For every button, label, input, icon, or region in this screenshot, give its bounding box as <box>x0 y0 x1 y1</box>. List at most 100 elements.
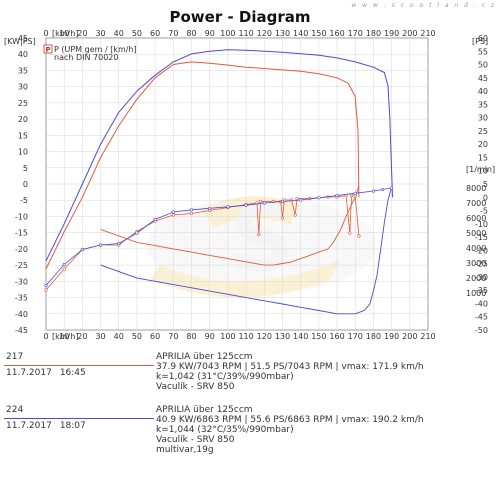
run-stats: 37.9 KW/7043 RPM | 51.5 PS/7043 RPM | vm… <box>156 362 424 372</box>
run-timestamp: 11.7.2017 18:07 <box>6 421 86 431</box>
rpm-point-224 <box>317 196 321 200</box>
right-ps-tick-label: 45 <box>478 74 488 83</box>
decel-line-217 <box>100 185 360 266</box>
left-tick-label: -35 <box>15 294 28 303</box>
run-id: 217 <box>6 352 24 362</box>
run-date: 11.7.2017 <box>6 421 52 431</box>
x-tick-label-bottom: 110 <box>238 332 253 340</box>
rpm-point-217 <box>280 216 285 220</box>
decel-line-224 <box>100 187 393 315</box>
rpm-point-224 <box>299 198 303 202</box>
right-rpm-tick-label: 5000 <box>466 229 486 238</box>
series-224 <box>44 49 394 315</box>
x-tick-label-top: 90 <box>205 29 215 38</box>
rpm-point-224 <box>280 199 285 204</box>
plot-legend-line1: P (UPM gem / [km/h] <box>54 45 137 54</box>
right-ps-tick-label: -35 <box>475 286 488 295</box>
x-tick-label-bottom: 170 <box>348 332 363 340</box>
x-tick-label-bottom: 200 <box>402 332 417 340</box>
page-title: Power - Diagram <box>169 8 311 26</box>
rpm-point-224 <box>371 189 376 193</box>
right-ps-tick-label: -15 <box>475 233 488 242</box>
site-watermark: w w w . s c o o t l a n d . c z <box>351 2 496 9</box>
x-tick-label-top: 50 <box>132 29 142 38</box>
rpm-point-217 <box>171 213 175 217</box>
run-date: 11.7.2017 <box>6 368 52 378</box>
rpm-point-224 <box>153 217 157 222</box>
right-ps-tick-label: 30 <box>478 114 488 123</box>
rpm-point-217 <box>350 193 354 198</box>
run-time: 18:07 <box>59 421 86 431</box>
right-ps-unit-label: [PS] <box>472 37 488 46</box>
right-ps-tick-label: 50 <box>478 61 488 70</box>
axes: 0010102020303040405050606070708080909010… <box>4 29 495 340</box>
x-tick-label-bottom: 50 <box>132 332 142 340</box>
right-rpm-unit-label: [1/min] <box>466 165 495 174</box>
x-tick-label-bottom: 0 <box>43 332 48 340</box>
right-ps-tick-label: 40 <box>478 87 488 96</box>
x-tick-label-top: 70 <box>168 29 178 38</box>
run-vehicle: APRILIA über 125ccm <box>156 405 253 415</box>
right-ps-tick-label: 20 <box>478 140 488 149</box>
left-tick-label: 15 <box>18 131 28 140</box>
power-diagram-chart: S 00101020203030404050506060707080809090… <box>4 29 495 340</box>
left-tick-label: 5 <box>23 164 28 173</box>
left-tick-label: 10 <box>18 148 28 157</box>
grid <box>45 37 429 331</box>
rpm-point-217 <box>348 231 352 235</box>
left-tick-label: -5 <box>20 196 28 205</box>
left-unit-label: [KW|PS] <box>4 37 36 46</box>
power-line-224 <box>45 49 393 262</box>
run-operator: Vaculík - SRV 850 <box>156 435 235 445</box>
rpm-point-224 <box>171 210 175 214</box>
x-tick-label-top: 10 <box>59 29 69 38</box>
left-tick-label: 45 <box>18 34 28 43</box>
x-tick-label-top: 130 <box>275 29 290 38</box>
x-tick-label-bottom: 100 <box>220 332 235 340</box>
right-ps-tick-label: -30 <box>475 273 488 282</box>
x-tick-label-bottom: 90 <box>205 332 215 340</box>
x-tick-label-bottom: 20 <box>77 332 87 340</box>
right-ps-tick-label: 0 <box>483 193 488 202</box>
x-tick-label-bottom: 80 <box>186 332 196 340</box>
right-rpm-tick-label: 6000 <box>466 214 486 223</box>
x-tick-label-top: 100 <box>220 29 235 38</box>
run-conditions: k=1,044 (32°C/35%/990mbar) <box>156 425 294 435</box>
left-tick-label: 20 <box>18 115 28 124</box>
rpm-point-224 <box>80 247 84 252</box>
rpm-point-217 <box>44 288 48 292</box>
right-rpm-tick-label: 2000 <box>466 274 486 283</box>
rpm-point-224 <box>226 205 230 209</box>
rpm-point-224 <box>380 187 385 192</box>
x-tick-label-bottom: 180 <box>366 332 381 340</box>
svg-text:S: S <box>230 187 295 292</box>
run-stats: 40.9 KW/6863 RPM | 55.6 PS/6863 RPM | vm… <box>156 415 424 425</box>
x-tick-label-bottom: 70 <box>168 332 178 340</box>
x-tick-label-top: 190 <box>384 29 399 38</box>
run-color-line <box>4 365 154 366</box>
x-tick-label-bottom: 120 <box>257 332 272 340</box>
rpm-point-224 <box>62 262 66 267</box>
left-tick-label: -25 <box>15 261 28 270</box>
x-tick-label-bottom: 130 <box>275 332 290 340</box>
rpm-point-224 <box>44 283 48 288</box>
rpm-point-217 <box>189 211 194 216</box>
x-tick-label-top: 30 <box>95 29 105 38</box>
x-tick-label-bottom: 60 <box>150 332 160 340</box>
x-tick-label-top: 110 <box>238 29 253 38</box>
plot-legend-line2: nach DIN 70020 <box>54 53 118 62</box>
run-operator: Vaculík - SRV 850 <box>156 382 235 392</box>
x-tick-label-bottom: 160 <box>329 332 344 340</box>
x-unit-label-top: [km/h] <box>52 29 78 38</box>
series <box>44 49 394 315</box>
x-tick-label-top: 120 <box>257 29 272 38</box>
x-tick-label-top: 150 <box>311 29 326 38</box>
right-ps-tick-label: 15 <box>478 153 488 162</box>
right-ps-tick-label: -20 <box>475 246 488 255</box>
run-vehicle: APRILIA über 125ccm <box>156 352 253 362</box>
left-tick-label: -40 <box>15 310 28 319</box>
run-id: 224 <box>6 405 24 415</box>
right-rpm-tick-label: 4000 <box>466 244 486 253</box>
rpm-point-224 <box>208 206 212 210</box>
plot-legend-symbol: P <box>46 46 51 54</box>
